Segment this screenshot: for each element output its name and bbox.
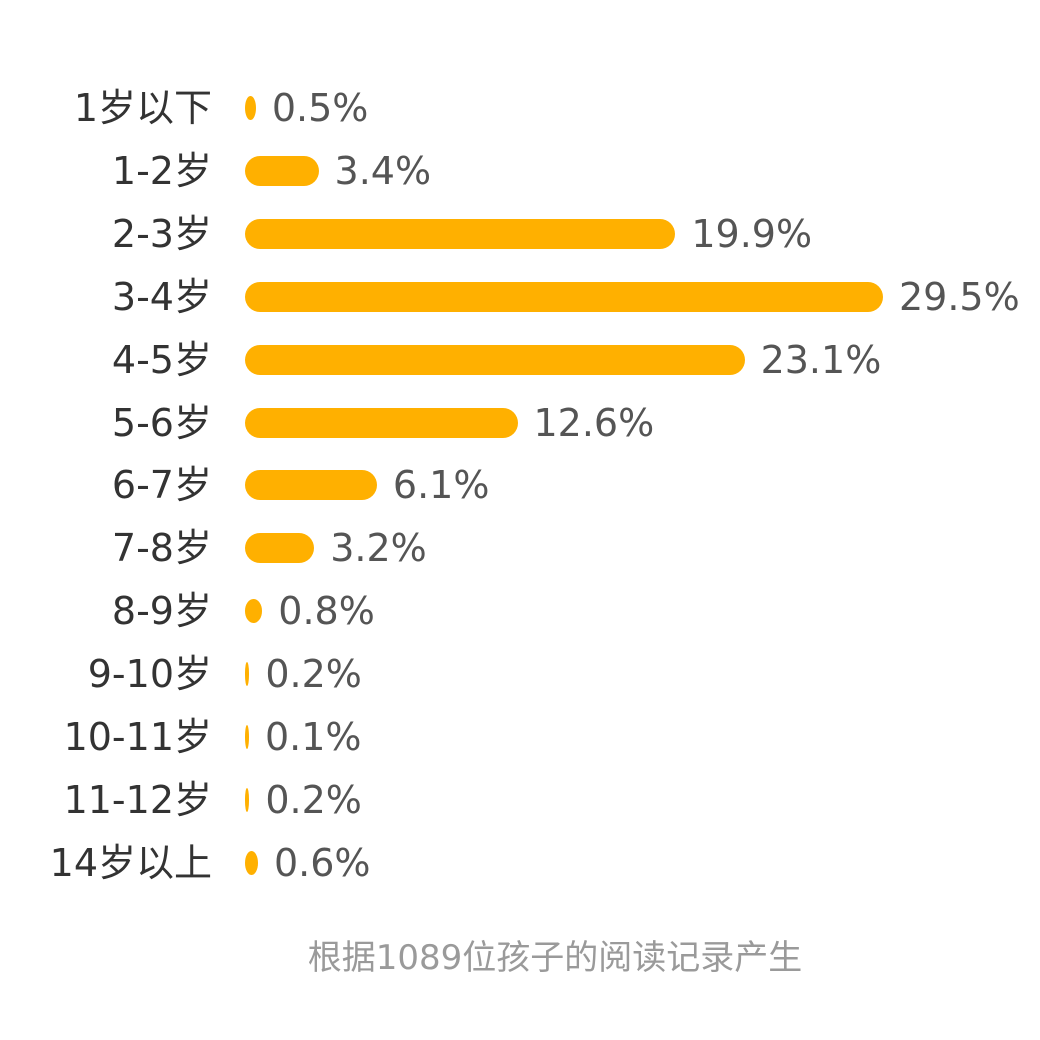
bar xyxy=(245,96,256,120)
value-label: 23.1% xyxy=(760,337,882,382)
bar xyxy=(245,662,250,687)
category-label: 14岁以上 xyxy=(49,840,212,885)
bar xyxy=(245,155,319,186)
value-label: 0.2% xyxy=(265,652,362,697)
category-label: 1岁以下 xyxy=(73,86,212,130)
value-label: 0.5% xyxy=(271,86,369,130)
bar-row: 1-2岁 3.4% xyxy=(0,140,1040,202)
value-label: 0.8% xyxy=(278,589,375,634)
chart-footnote: 根据1089位孩子的阅读记录产生 xyxy=(307,938,803,978)
category-label: 2-3岁 xyxy=(111,211,212,256)
bar-row: 9-10岁 0.2% xyxy=(0,643,1040,705)
bar xyxy=(245,725,249,749)
category-label: 5-6岁 xyxy=(111,400,212,445)
bar xyxy=(245,281,883,312)
bar-row: 3-4岁 29.5% xyxy=(0,266,1040,328)
value-label: 0.2% xyxy=(265,777,362,822)
bar-row: 1岁以下 0.5% xyxy=(0,77,1040,139)
value-label: 3.2% xyxy=(330,526,427,571)
bar xyxy=(245,218,676,249)
bar-row: 2-3岁 19.9% xyxy=(0,203,1040,265)
value-label: 29.5% xyxy=(899,274,1020,319)
category-label: 1-2岁 xyxy=(111,148,212,193)
bar xyxy=(245,344,745,375)
bar-row: 11-12岁 0.2% xyxy=(0,769,1040,831)
bar-row: 6-7岁 6.1% xyxy=(0,454,1040,516)
value-label: 3.4% xyxy=(334,148,432,193)
category-label: 4-5岁 xyxy=(111,337,212,382)
bar-row: 7-8岁 3.2% xyxy=(0,517,1040,579)
bar xyxy=(245,599,263,624)
bar xyxy=(245,533,315,564)
value-label: 12.6% xyxy=(533,400,655,445)
bar-row: 14岁以上 0.6% xyxy=(0,832,1040,894)
value-label: 6.1% xyxy=(392,463,490,508)
bar-row: 8-9岁 0.8% xyxy=(0,580,1040,642)
category-label: 9-10岁 xyxy=(87,652,212,697)
value-label: 19.9% xyxy=(691,211,813,256)
bar xyxy=(245,850,258,875)
bar xyxy=(245,787,250,812)
category-label: 6-7岁 xyxy=(111,463,212,508)
bar-row: 5-6岁 12.6% xyxy=(0,392,1040,454)
value-label: 0.6% xyxy=(273,840,371,885)
category-label: 11-12岁 xyxy=(63,777,212,822)
bar-row: 10-11岁 0.1% xyxy=(0,706,1040,768)
category-label: 10-11岁 xyxy=(63,715,212,759)
bar xyxy=(245,470,377,501)
category-label: 8-9岁 xyxy=(111,589,212,634)
value-label: 0.1% xyxy=(265,715,362,759)
category-label: 3-4岁 xyxy=(111,274,212,319)
category-label: 7-8岁 xyxy=(111,526,212,571)
bar-row: 4-5岁 23.1% xyxy=(0,329,1040,391)
bar xyxy=(245,407,518,438)
